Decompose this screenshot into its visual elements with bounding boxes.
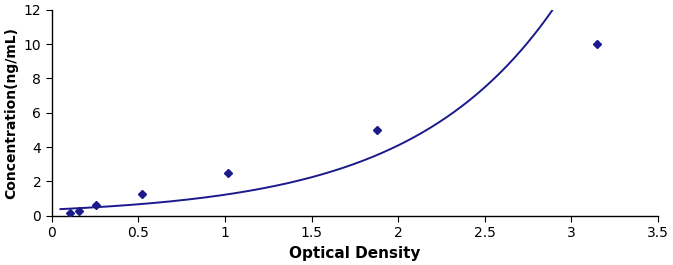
X-axis label: Optical Density: Optical Density	[289, 246, 421, 261]
Y-axis label: Concentration(ng/mL): Concentration(ng/mL)	[4, 27, 18, 199]
